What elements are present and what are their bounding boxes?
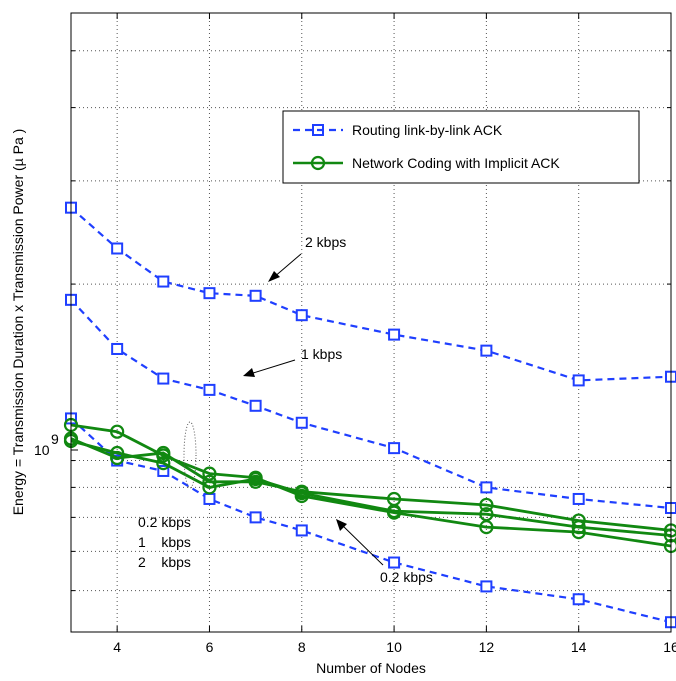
- left-legend-item: 0.2 kbps: [138, 514, 191, 530]
- arrow-head-icon: [336, 519, 347, 531]
- arrow-head-icon: [268, 271, 280, 282]
- data-point-circle: [156, 456, 171, 471]
- legend-item-routing: Routing link-by-link ACK: [293, 122, 503, 138]
- x-tick-label: 12: [479, 639, 495, 655]
- annotation-arrow-0-2kbps: [340, 523, 384, 566]
- annotation-label-2kbps: 2 kbps: [305, 234, 346, 250]
- y-axis-label: Energy = Transmission Duration x Transmi…: [10, 129, 26, 516]
- left-legend-item: 2 kbps: [138, 554, 191, 570]
- data-point-square: [157, 372, 170, 385]
- y-tick-major: 10 9: [34, 431, 78, 458]
- left-legend-item: 1 kbps: [138, 534, 191, 550]
- data-point-square: [480, 481, 493, 494]
- data-point-square: [157, 464, 170, 477]
- data-point-square: [388, 556, 401, 569]
- y-minor-ticks: [71, 50, 671, 592]
- series-line: [70, 206, 672, 382]
- y-tick-label-base: 10: [34, 442, 50, 458]
- data-point-square: [480, 344, 493, 357]
- x-tick-label: 16: [663, 639, 676, 655]
- data-point-square: [295, 524, 308, 537]
- data-point-square: [295, 309, 308, 322]
- annotation-0-2kbps: 0.2 kbps: [336, 519, 433, 585]
- data-point-circle: [110, 424, 125, 439]
- data-point-square: [111, 242, 124, 255]
- data-point-circle: [202, 480, 217, 495]
- data-point-square: [249, 399, 262, 412]
- y-tick-label-exp: 9: [51, 431, 59, 447]
- x-tick-label: 10: [386, 639, 402, 655]
- series-line: [70, 417, 672, 624]
- legend-item-network-coding: Network Coding with Implicit ACK: [293, 155, 560, 171]
- data-point-circle: [479, 497, 494, 513]
- data-point-square: [480, 580, 493, 593]
- data-point-square: [157, 275, 170, 288]
- data-point-circle: [248, 471, 263, 487]
- data-point-circle: [294, 486, 309, 501]
- legend: Routing link-by-link ACK Network Coding …: [282, 110, 640, 184]
- dotted-annotation-ellipse: [183, 421, 197, 489]
- data-point-square: [388, 442, 401, 455]
- series-routing: [65, 412, 676, 629]
- annotation-1kbps: 1 kbps: [243, 346, 342, 377]
- series-line: [70, 439, 672, 537]
- legend-box: [282, 110, 640, 184]
- data-point-circle: [110, 445, 125, 461]
- x-axis-label: Number of Nodes: [316, 660, 426, 676]
- x-tick-label: 4: [113, 639, 121, 655]
- x-tick-label: 8: [298, 639, 306, 655]
- legend-label-network-coding: Network Coding with Implicit ACK: [352, 155, 560, 171]
- data-point-circle: [202, 466, 217, 481]
- legend-label-routing: Routing link-by-link ACK: [352, 122, 503, 138]
- data-point-square: [572, 374, 585, 387]
- plot-frame: [70, 12, 672, 633]
- annotation-2kbps: 2 kbps: [268, 234, 346, 282]
- x-tick-label: 6: [206, 639, 214, 655]
- data-point-circle: [386, 503, 402, 519]
- data-point-circle: [156, 445, 171, 461]
- data-point-square: [111, 342, 124, 355]
- data-point-square: [203, 383, 216, 396]
- data-point-square: [572, 593, 585, 606]
- annotation-label-1kbps: 1 kbps: [301, 346, 342, 362]
- annotation-arrow-2kbps: [272, 253, 302, 279]
- series-line: [70, 299, 672, 510]
- data-point-square: [249, 289, 262, 302]
- data-point-square: [203, 492, 216, 505]
- series-layer: [63, 201, 676, 629]
- x-axis-ticks: 4 6 8 10 12 14 16: [113, 13, 676, 655]
- data-point-square: [249, 511, 262, 524]
- data-point-square: [388, 328, 401, 341]
- left-legend-text: 0.2 kbps 1 kbps 2 kbps: [138, 514, 191, 570]
- annotation-label-0-2kbps: 0.2 kbps: [380, 569, 433, 585]
- data-point-circle: [479, 507, 494, 522]
- data-point-square: [572, 492, 585, 505]
- annotation-arrow-1kbps: [249, 359, 296, 375]
- x-tick-label: 14: [571, 639, 587, 655]
- data-point-square: [203, 287, 216, 300]
- data-point-square: [295, 416, 308, 429]
- legend-square-marker-icon: [312, 124, 324, 136]
- legend-circle-marker-icon: [310, 155, 326, 171]
- data-point-circle: [571, 520, 586, 535]
- arrow-head-icon: [243, 368, 255, 377]
